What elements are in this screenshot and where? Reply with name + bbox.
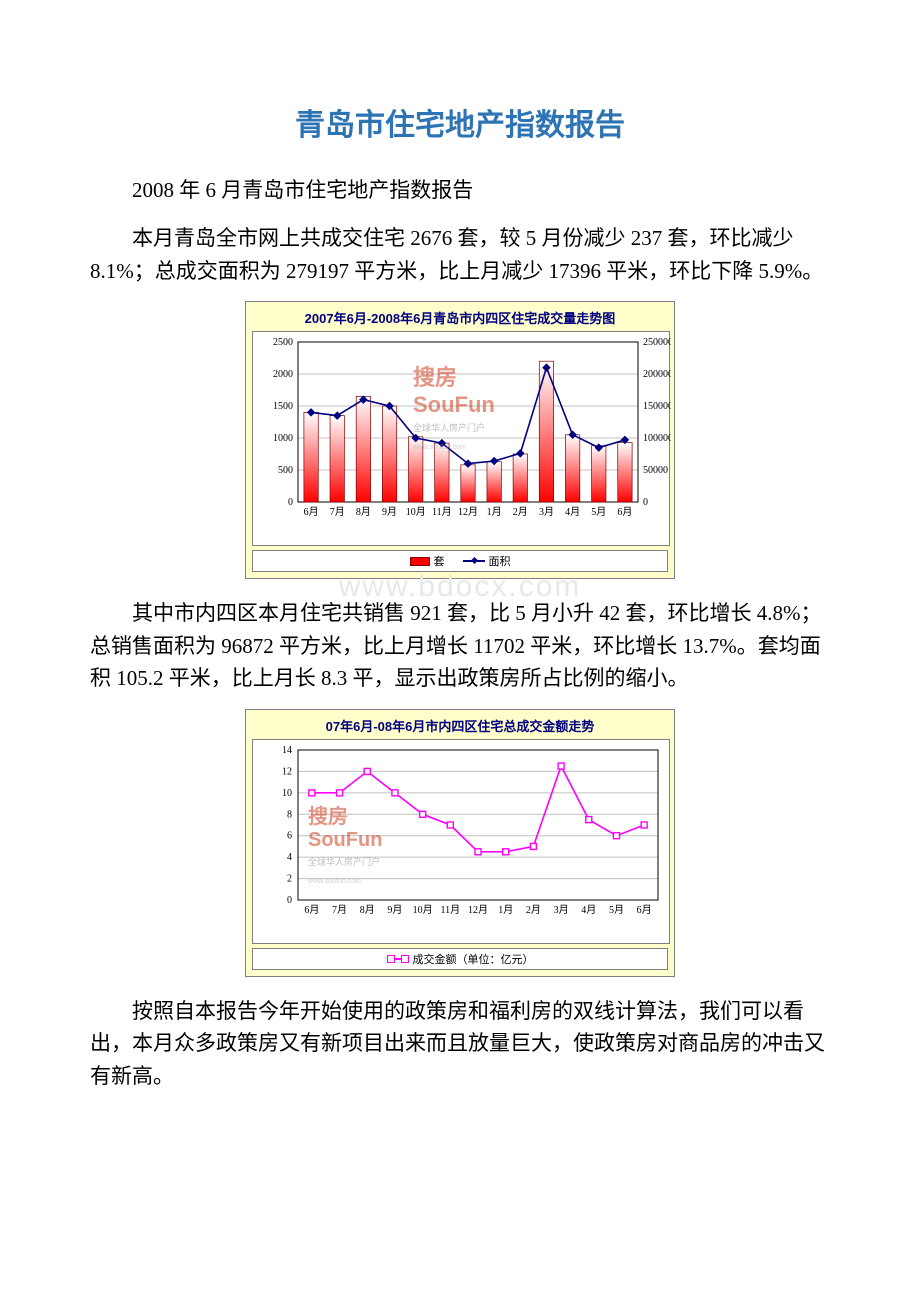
svg-text:0: 0: [288, 497, 293, 508]
svg-text:8月: 8月: [360, 904, 375, 916]
svg-text:100000: 100000: [643, 433, 671, 444]
svg-text:1000: 1000: [273, 433, 293, 444]
svg-text:250000: 250000: [643, 337, 671, 348]
svg-text:10月: 10月: [406, 506, 426, 518]
svg-text:150000: 150000: [643, 401, 671, 412]
legend-pink-swatch: [387, 958, 409, 960]
svg-text:0: 0: [287, 895, 292, 906]
legend-bar-swatch: [410, 557, 430, 566]
svg-text:11月: 11月: [440, 904, 460, 916]
svg-text:2: 2: [287, 873, 292, 884]
svg-text:12: 12: [282, 766, 292, 777]
svg-text:8月: 8月: [356, 506, 371, 518]
svg-text:9月: 9月: [387, 904, 402, 916]
svg-text:10月: 10月: [413, 904, 433, 916]
legend-line-swatch: [463, 560, 485, 562]
legend-bar: 套: [410, 553, 445, 569]
svg-text:3月: 3月: [539, 506, 554, 518]
svg-text:12月: 12月: [468, 904, 488, 916]
svg-text:5月: 5月: [591, 506, 606, 518]
legend-amount: 成交金额（单位：亿元）: [387, 951, 534, 967]
svg-text:500: 500: [278, 465, 293, 476]
svg-text:4月: 4月: [565, 506, 580, 518]
svg-text:1500: 1500: [273, 401, 293, 412]
chart-1-legend: 套 面积: [252, 550, 668, 572]
svg-text:6月: 6月: [304, 904, 319, 916]
chart-2-plot: 0 2 4 6 8 10 12 14 6月 7月 8月 9月 10月 11月 12月 1月 2月 3月 4月 5月 6月…: [252, 739, 670, 944]
svg-text:2月: 2月: [526, 904, 541, 916]
svg-text:50000: 50000: [643, 465, 668, 476]
legend-amount-label: 成交金额（单位：亿元）: [413, 951, 534, 967]
legend-bar-label: 套: [434, 553, 445, 569]
svg-text:0: 0: [643, 497, 648, 508]
chart-1-title: 2007年6月-2008年6月青岛市内四区住宅成交量走势图: [252, 308, 668, 327]
svg-text:11月: 11月: [432, 506, 452, 518]
svg-text:2500: 2500: [273, 337, 293, 348]
svg-text:9月: 9月: [382, 506, 397, 518]
svg-text:4: 4: [287, 852, 292, 863]
svg-text:200000: 200000: [643, 369, 671, 380]
svg-text:1月: 1月: [487, 506, 502, 518]
chart-2: 07年6月-08年6月市内四区住宅总成交金额走势 0 2 4 6 8 10 12 14 6月 7月…: [245, 709, 675, 977]
chart-1-container: 2007年6月-2008年6月青岛市内四区住宅成交量走势图 0 500 1000 15…: [90, 301, 830, 579]
paragraph-2: 其中市内四区本月住宅共销售 921 套，比 5 月小升 42 套，环比增长 4.…: [90, 597, 830, 695]
svg-text:2000: 2000: [273, 369, 293, 380]
chart-2-container: 07年6月-08年6月市内四区住宅总成交金额走势 0 2 4 6 8 10 12 14 6月 7月…: [90, 709, 830, 977]
page-title: 青岛市住宅地产指数报告: [90, 100, 830, 144]
report-subtitle: 2008 年 6 月青岛市住宅地产指数报告: [90, 174, 830, 204]
paragraph-3: 按照自本报告今年开始使用的政策房和福利房的双线计算法，我们可以看出，本月众多政策…: [90, 995, 830, 1093]
svg-text:6: 6: [287, 830, 292, 841]
paragraph-1: 本月青岛全市网上共成交住宅 2676 套，较 5 月份减少 237 套，环比减少…: [90, 222, 830, 287]
svg-text:10: 10: [282, 788, 292, 799]
svg-text:3月: 3月: [554, 904, 569, 916]
chart-1-plot: 0 500 1000 1500 2000 2500 0 50000 100000 150000 20…: [252, 331, 670, 546]
svg-text:6月: 6月: [637, 904, 652, 916]
svg-text:1月: 1月: [498, 904, 513, 916]
svg-text:5月: 5月: [609, 904, 624, 916]
svg-text:14: 14: [282, 745, 292, 756]
chart-2-legend: 成交金额（单位：亿元）: [252, 948, 668, 970]
svg-text:12月: 12月: [458, 506, 478, 518]
legend-line: 面积: [463, 553, 511, 569]
svg-text:7月: 7月: [332, 904, 347, 916]
svg-text:7月: 7月: [330, 506, 345, 518]
svg-text:2月: 2月: [513, 506, 528, 518]
legend-line-label: 面积: [489, 553, 511, 569]
svg-text:6月: 6月: [617, 506, 632, 518]
chart-1: 2007年6月-2008年6月青岛市内四区住宅成交量走势图 0 500 1000 15…: [245, 301, 675, 579]
svg-text:8: 8: [287, 809, 292, 820]
svg-text:4月: 4月: [581, 904, 596, 916]
chart-2-title: 07年6月-08年6月市内四区住宅总成交金额走势: [252, 716, 668, 735]
svg-text:6月: 6月: [304, 506, 319, 518]
